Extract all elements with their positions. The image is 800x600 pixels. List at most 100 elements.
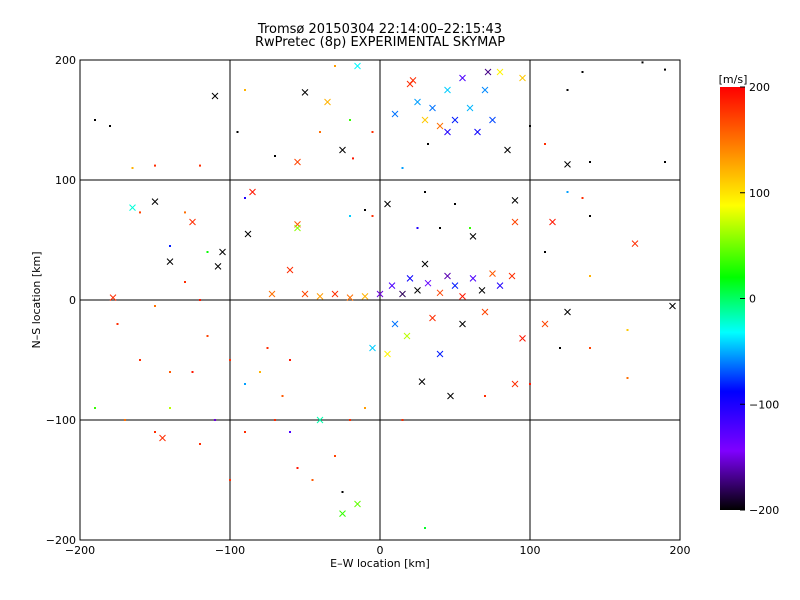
data-cross: [496, 282, 504, 289]
data-dot: [626, 329, 629, 331]
data-dot: [439, 227, 441, 229]
data-dot: [289, 431, 291, 433]
data-cross: [444, 128, 451, 136]
data-cross: [459, 320, 466, 328]
data-cross: [301, 89, 309, 96]
y-tick-label: −100: [46, 414, 76, 427]
colorbar-tick-label: 200: [749, 81, 770, 94]
grid-lines: [80, 60, 680, 540]
data-cross: [418, 378, 426, 385]
data-dot: [236, 131, 239, 133]
data-cross: [424, 279, 432, 287]
data-cross: [519, 74, 526, 82]
data-cross: [369, 344, 376, 352]
data-dot: [401, 167, 404, 169]
data-cross: [391, 110, 399, 118]
data-dot: [229, 359, 231, 361]
data-cross: [429, 104, 436, 112]
data-dot: [244, 197, 246, 199]
x-tick-label: 200: [670, 544, 691, 557]
data-dot: [364, 407, 366, 409]
data-dot: [641, 61, 644, 64]
data-dot: [169, 245, 171, 247]
data-cross: [669, 302, 676, 310]
y-axis-label: N–S location [km]: [30, 251, 43, 348]
y-tick-label: −200: [46, 534, 76, 547]
data-dot: [206, 251, 209, 253]
data-cross: [339, 146, 346, 154]
data-cross: [294, 224, 301, 232]
data-cross: [214, 263, 222, 270]
data-dot: [274, 419, 276, 421]
data-cross: [268, 290, 276, 298]
data-dot: [529, 125, 531, 127]
data-dot: [401, 419, 404, 421]
data-cross: [508, 272, 516, 280]
data-cross: [459, 74, 466, 82]
data-dot: [109, 125, 111, 127]
data-dot: [244, 383, 246, 385]
data-dot: [626, 377, 629, 379]
data-dot: [94, 119, 96, 121]
data-dot: [124, 419, 126, 421]
data-cross: [451, 282, 459, 289]
data-dot: [281, 395, 284, 397]
data-dot: [94, 407, 96, 409]
data-cross: [399, 290, 406, 298]
data-dot: [427, 143, 429, 145]
data-dot: [581, 197, 584, 199]
data-cross: [249, 188, 256, 196]
data-dot: [154, 305, 156, 307]
data-cross: [189, 218, 196, 226]
data-cross: [376, 290, 384, 298]
data-cross: [391, 320, 399, 328]
data-cross: [354, 500, 361, 508]
data-dot: [139, 359, 141, 361]
colorbar-label: [m/s]: [719, 73, 748, 86]
data-dot: [199, 299, 201, 301]
data-dot: [274, 155, 276, 157]
data-dot: [559, 347, 561, 349]
x-axis-label: E–W location [km]: [330, 557, 430, 570]
data-cross: [414, 287, 421, 294]
data-dot: [334, 455, 336, 457]
data-dot: [664, 161, 666, 163]
x-tick-label: −100: [215, 544, 245, 557]
data-dot: [349, 119, 351, 121]
data-cross: [244, 230, 252, 238]
data-cross: [403, 332, 411, 340]
data-cross: [421, 116, 429, 124]
data-dot: [259, 371, 261, 373]
data-dot: [199, 164, 201, 167]
data-dot: [154, 164, 156, 167]
data-cross: [294, 158, 301, 166]
data-dot: [116, 323, 119, 325]
data-cross: [421, 260, 429, 268]
data-cross: [459, 293, 466, 300]
data-dot: [416, 227, 419, 229]
data-cross: [484, 68, 492, 76]
data-cross: [478, 287, 486, 294]
data-dot: [229, 479, 231, 481]
data-dot: [544, 143, 546, 145]
data-dot: [589, 275, 591, 277]
data-dot: [364, 209, 366, 211]
data-cross: [447, 392, 454, 400]
data-dot: [266, 347, 269, 349]
data-cross: [469, 275, 477, 282]
data-cross: [519, 335, 526, 342]
y-tick-label: 200: [55, 54, 76, 67]
data-cross: [339, 510, 346, 517]
data-dot: [214, 419, 216, 421]
data-dot: [289, 359, 291, 361]
data-dot: [199, 443, 201, 445]
data-cross: [219, 248, 226, 256]
data-dot: [244, 431, 246, 433]
data-dot: [371, 215, 374, 217]
data-cross: [504, 146, 511, 154]
data-cross: [451, 116, 459, 124]
x-tick-label: 100: [520, 544, 541, 557]
data-dot: [349, 215, 351, 217]
data-cross: [331, 290, 339, 298]
